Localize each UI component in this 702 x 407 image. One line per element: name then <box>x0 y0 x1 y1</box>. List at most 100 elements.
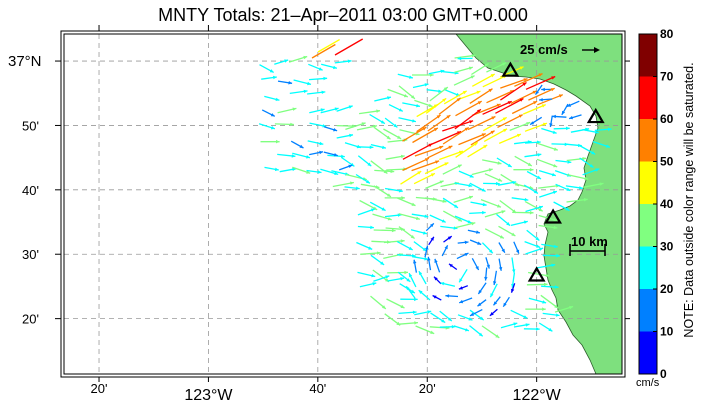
radar-station-icon <box>527 266 546 282</box>
current-vector <box>411 160 440 172</box>
current-vector-head <box>459 278 463 283</box>
current-vector-head <box>380 261 385 265</box>
current-vector-head <box>503 302 507 307</box>
current-vector-head <box>513 322 518 326</box>
current-vector-head <box>539 247 544 251</box>
current-vector-head <box>561 110 566 115</box>
current-vector-head <box>442 199 447 203</box>
current-vector <box>427 114 451 132</box>
current-vector-head <box>274 167 279 172</box>
current-vector-head <box>291 154 296 158</box>
current-vector-head <box>269 69 274 73</box>
current-vector-head <box>539 205 543 210</box>
current-vector <box>453 75 475 86</box>
current-vector <box>317 39 340 53</box>
current-vector <box>471 103 501 117</box>
current-vector <box>482 116 508 132</box>
current-vector-head <box>491 116 496 120</box>
current-vector-head <box>275 97 280 101</box>
lat-tick-label: 50' <box>22 118 39 133</box>
current-vector-head <box>319 141 324 146</box>
current-vector <box>455 100 483 117</box>
current-vector-head <box>385 275 390 279</box>
current-vector-head <box>416 104 420 108</box>
current-vector-head <box>397 135 402 139</box>
current-vector-head <box>523 315 528 319</box>
current-vector-head <box>469 120 474 124</box>
current-vector <box>429 86 449 102</box>
current-vector <box>454 108 482 130</box>
current-vector-head <box>569 115 573 120</box>
current-vector-head <box>497 204 501 208</box>
current-vector-head <box>525 323 530 327</box>
map-border-outer <box>60 30 626 378</box>
current-vector-head <box>566 126 570 131</box>
current-vector <box>566 173 589 180</box>
current-vector-head <box>414 321 418 325</box>
colorbar-segment <box>639 161 657 204</box>
colorbar-tick-label: 20 <box>660 282 674 296</box>
current-vector-head <box>552 114 556 119</box>
current-vector-head <box>532 90 537 94</box>
current-vector-head <box>447 317 452 321</box>
current-vector-head <box>511 232 516 236</box>
current-vector-head <box>432 295 437 299</box>
current-vector <box>387 88 409 98</box>
current-vector-head <box>386 135 391 140</box>
current-vector-head <box>479 316 484 321</box>
current-vector <box>482 74 508 88</box>
current-vector-head <box>438 89 442 93</box>
current-vector-head <box>469 174 474 178</box>
current-vector <box>438 97 461 115</box>
current-vector-head <box>490 130 495 134</box>
current-vector-head <box>511 288 515 293</box>
current-vector-head <box>495 334 500 338</box>
current-vector-head <box>458 218 462 222</box>
current-vector-head <box>380 120 385 124</box>
current-vector <box>400 170 422 185</box>
current-vector-head <box>519 66 524 70</box>
current-vector-head <box>538 73 543 77</box>
current-vector <box>522 104 546 115</box>
current-vector-head <box>478 332 483 337</box>
current-vector-head <box>303 89 308 94</box>
lat-tick-label: 37°N <box>8 53 42 70</box>
current-vector-head <box>411 95 415 99</box>
current-vector-head <box>416 216 420 220</box>
colorbar-segment <box>639 246 657 289</box>
current-vector-head <box>403 94 408 98</box>
current-vector-head <box>553 164 558 168</box>
current-vector-head <box>583 198 588 202</box>
current-vector-head <box>477 101 482 105</box>
current-vector-head <box>493 281 497 285</box>
current-vector-head <box>489 312 494 316</box>
current-vector <box>430 130 462 146</box>
current-vector-head <box>397 213 402 217</box>
current-vector-head <box>477 302 482 307</box>
current-vector <box>413 172 436 185</box>
current-vector-head <box>481 133 486 137</box>
current-vector-head <box>567 103 572 107</box>
current-vector-head <box>348 105 353 109</box>
current-vector-head <box>475 266 479 270</box>
current-vector-head <box>569 305 574 310</box>
current-vector-head <box>518 114 523 118</box>
current-vector-head <box>270 126 275 130</box>
current-vector-head <box>427 256 431 261</box>
current-vector-head <box>471 222 476 226</box>
current-vector <box>482 100 512 115</box>
current-vector-head <box>469 195 473 200</box>
current-vector-head <box>376 109 380 113</box>
current-vector-head <box>381 207 386 211</box>
current-vector-head <box>542 122 547 126</box>
current-vector-head <box>454 204 458 208</box>
current-vector-head <box>490 74 495 78</box>
lat-tick-label: 20' <box>22 312 39 327</box>
current-vectors <box>258 38 612 339</box>
current-vector-head <box>381 305 386 309</box>
current-vector-head <box>457 164 462 168</box>
current-vector-head <box>424 214 429 218</box>
current-vector-head <box>406 286 410 291</box>
current-vector-head <box>398 108 403 112</box>
current-vector-head <box>471 54 476 58</box>
